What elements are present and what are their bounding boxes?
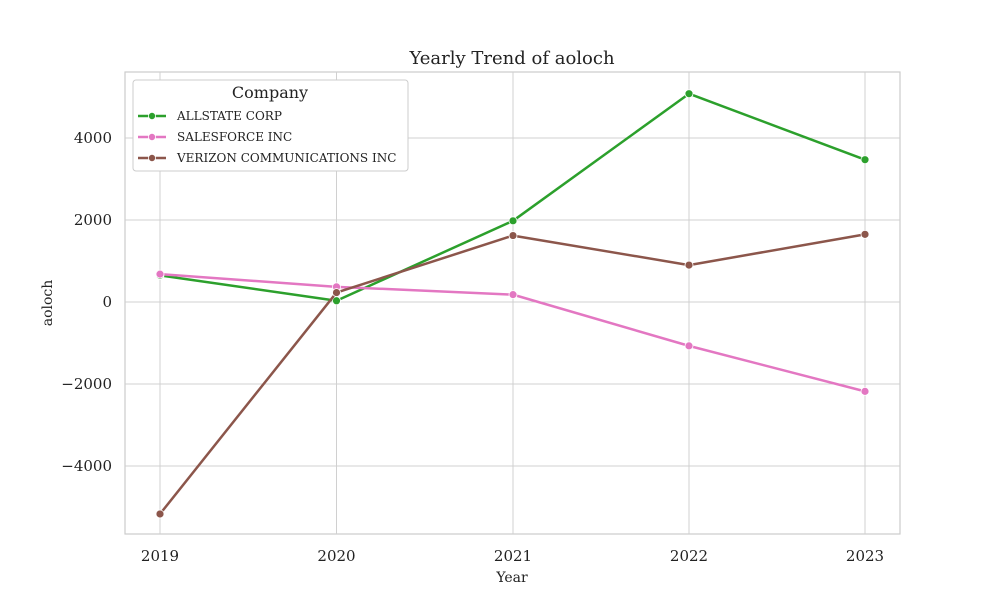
- data-point: [860, 155, 870, 165]
- tick-labels: 2019 2020 2021 2022 2023 −4000 −2000 0 2000 4000: [61, 129, 884, 565]
- data-point: [508, 231, 518, 240]
- data-point: [508, 290, 518, 300]
- y-tick-label: −2000: [61, 375, 112, 393]
- legend-label: ALLSTATE CORP: [176, 109, 282, 123]
- data-point: [684, 260, 694, 270]
- chart-title: Yearly Trend of aoloch: [408, 48, 615, 69]
- y-tick-label: −4000: [61, 457, 112, 475]
- legend-item: SALESFORCE INC: [138, 130, 292, 144]
- legend-label: SALESFORCE INC: [177, 130, 292, 144]
- legend-marker: [147, 153, 156, 162]
- legend-box: [132, 79, 409, 172]
- x-tick-label: 2021: [494, 547, 532, 565]
- legend-marker: [147, 112, 156, 121]
- legend: Company ALLSTATE CORP SALESFORCE INC VERIZ…: [132, 79, 409, 172]
- y-tick-label: 0: [102, 293, 112, 311]
- legend-label: VERIZON COMMUNICATIONS INC: [176, 151, 396, 165]
- series-group: [155, 89, 870, 519]
- y-axis-label: aoloch: [40, 280, 56, 327]
- data-point: [860, 229, 870, 239]
- series-2: [155, 229, 870, 519]
- data-point: [684, 89, 694, 99]
- y-tick-label: 2000: [74, 211, 112, 229]
- x-tick-label: 2022: [670, 547, 708, 565]
- data-point: [860, 386, 870, 396]
- legend-items: ALLSTATE CORP SALESFORCE INC VERIZON COMMU…: [138, 109, 396, 165]
- series-1: [155, 269, 870, 396]
- data-point: [155, 509, 165, 519]
- data-point: [332, 288, 341, 297]
- legend-title: Company: [232, 83, 308, 102]
- data-point: [684, 341, 694, 351]
- legend-marker: [147, 132, 156, 141]
- legend-item: VERIZON COMMUNICATIONS INC: [138, 151, 396, 165]
- data-point: [155, 269, 165, 279]
- x-axis-label: Year: [495, 570, 528, 586]
- legend-item: ALLSTATE CORP: [138, 109, 282, 123]
- x-tick-label: 2020: [317, 547, 355, 565]
- x-tick-label: 2019: [141, 547, 179, 565]
- x-tick-label: 2023: [846, 547, 884, 565]
- y-tick-label: 4000: [74, 129, 112, 147]
- data-point: [508, 216, 518, 226]
